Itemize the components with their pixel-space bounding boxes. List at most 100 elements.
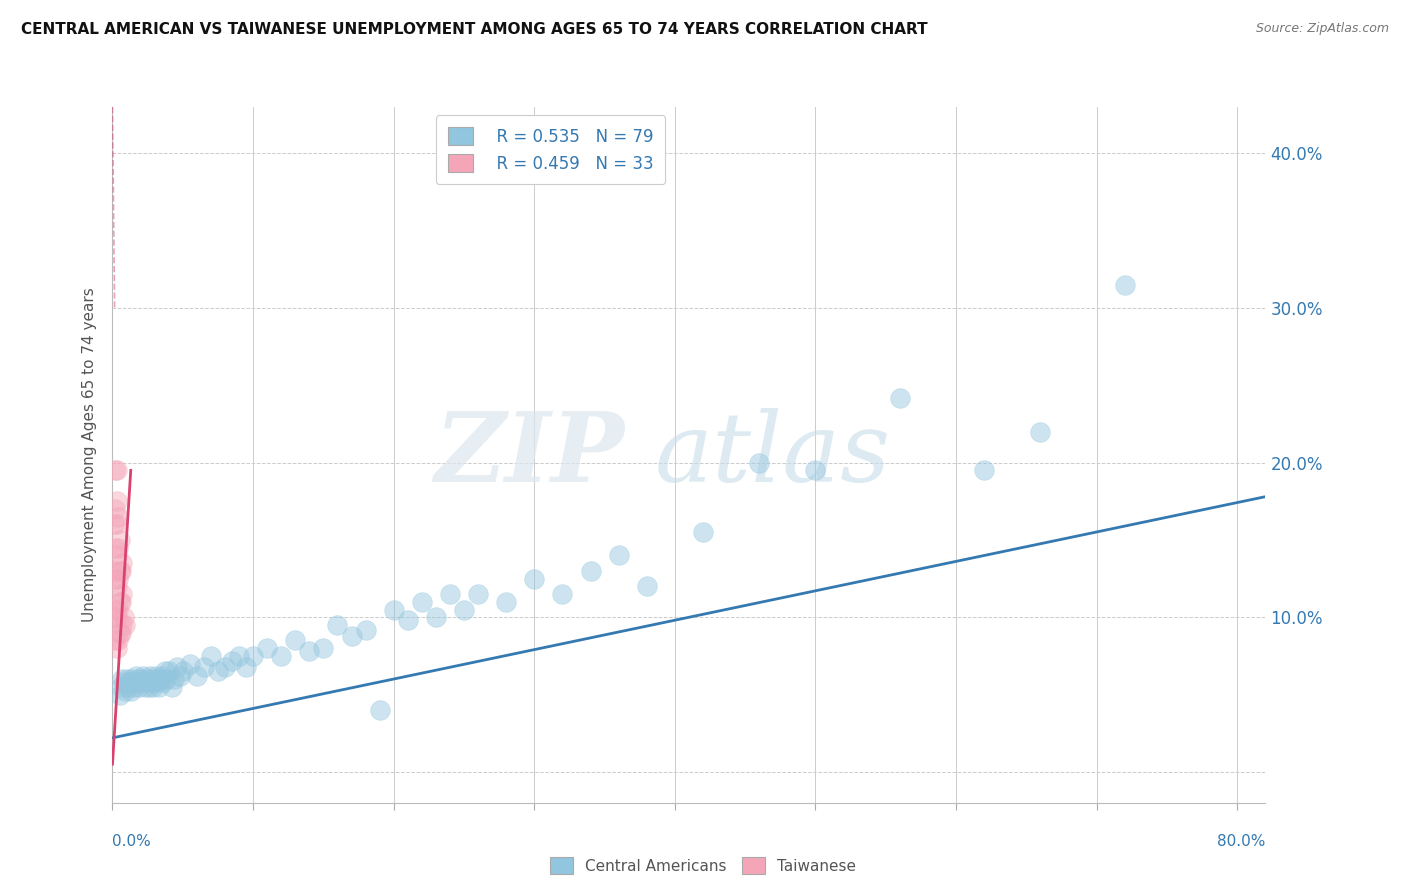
Point [150,669,173,683]
Point [284,633,307,648]
Y-axis label: Unemployment Among Ages 65 to 74 years: Unemployment Among Ages 65 to 74 years [82,287,97,623]
Point [105,463,128,477]
Point [607,549,630,563]
Point [148,680,170,694]
Point [636,579,658,593]
Point [105,494,128,508]
Point [114,618,136,632]
Point [104,633,127,648]
Point [108,533,131,547]
Point [112,610,135,624]
Point [115,672,138,686]
Point [1029,425,1052,439]
Point [149,672,172,686]
Point [138,680,160,694]
Point [193,659,215,673]
Point [152,675,174,690]
Point [105,549,128,563]
Point [111,672,134,686]
Point [121,672,143,686]
Point [214,659,236,673]
Point [411,595,433,609]
Point [200,648,222,663]
Point [179,657,201,671]
Point [142,680,165,694]
Text: atlas: atlas [654,408,890,502]
Point [125,669,148,683]
Point [131,672,153,686]
Point [136,672,159,686]
Point [107,572,129,586]
Point [155,672,177,686]
Point [495,595,517,609]
Point [103,564,125,578]
Point [114,684,136,698]
Point [172,665,194,679]
Point [425,610,447,624]
Point [141,675,163,690]
Point [108,595,131,609]
Point [207,665,229,679]
Point [110,564,132,578]
Point [340,629,363,643]
Point [396,613,419,627]
Point [103,610,125,624]
Point [107,602,129,616]
Point [166,659,188,673]
Point [122,680,145,694]
Point [169,669,191,683]
Point [104,463,127,477]
Legend:   R = 0.535   N = 79,   R = 0.459   N = 33: R = 0.535 N = 79, R = 0.459 N = 33 [436,115,665,185]
Point [104,602,127,616]
Point [153,665,176,679]
Point [145,669,167,683]
Point [551,587,574,601]
Point [135,675,157,690]
Point [242,648,264,663]
Point [228,648,250,663]
Point [298,644,321,658]
Legend: Central Americans, Taiwanese: Central Americans, Taiwanese [544,851,862,880]
Point [110,595,132,609]
Text: 80.0%: 80.0% [1218,834,1265,849]
Point [163,672,186,686]
Point [354,623,377,637]
Point [748,456,770,470]
Point [1114,277,1136,292]
Point [105,517,128,532]
Point [112,675,135,690]
Point [110,680,132,694]
Point [117,680,139,694]
Text: Source: ZipAtlas.com: Source: ZipAtlas.com [1256,22,1389,36]
Point [692,525,714,540]
Point [107,509,129,524]
Point [186,669,208,683]
Point [889,391,911,405]
Point [270,648,292,663]
Point [105,579,128,593]
Text: ZI: ZI [434,408,551,502]
Point [108,688,131,702]
Point [221,654,243,668]
Point [111,556,134,570]
Point [139,669,162,683]
Point [104,572,127,586]
Point [326,618,349,632]
Point [124,675,146,690]
Point [129,675,152,690]
Point [105,610,128,624]
Point [104,541,127,555]
Point [143,672,166,686]
Point [132,669,155,683]
Point [368,703,391,717]
Point [105,641,128,656]
Text: 0.0%: 0.0% [112,834,152,849]
Point [110,625,132,640]
Point [111,618,134,632]
Point [107,541,129,555]
Point [127,672,149,686]
Point [439,587,461,601]
Point [107,633,129,648]
Point [108,625,131,640]
Text: P: P [551,408,624,502]
